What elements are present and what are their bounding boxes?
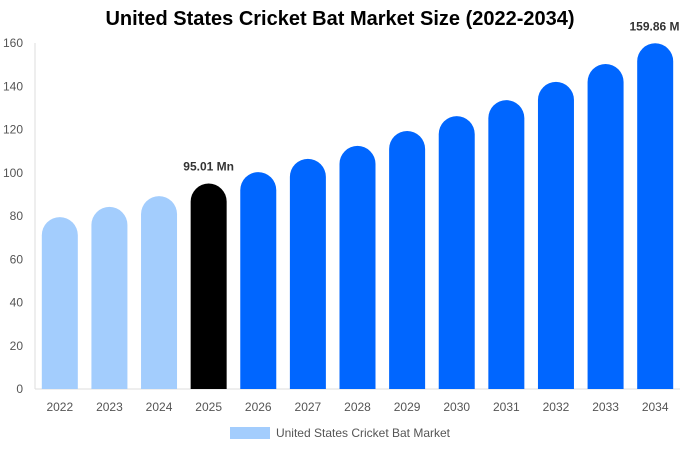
x-tick-label: 2030 (443, 400, 470, 414)
bar-2022 (41, 217, 78, 389)
x-tick-label: 2023 (96, 400, 123, 414)
bar-2023 (91, 206, 128, 389)
legend-label: United States Cricket Bat Market (275, 426, 451, 440)
x-tick-label: 2031 (493, 400, 520, 414)
x-tick-label: 2027 (295, 400, 322, 414)
bar-2028 (339, 145, 376, 389)
x-tick-label: 2028 (344, 400, 371, 414)
bar-2033 (587, 63, 624, 389)
y-tick-label: 160 (3, 36, 23, 50)
bar-2026 (240, 172, 277, 389)
legend-swatch (229, 427, 270, 439)
y-tick-label: 0 (16, 382, 23, 396)
bar-2030 (438, 116, 475, 390)
x-tick-label: 2033 (592, 400, 619, 414)
y-tick-label: 20 (10, 339, 24, 353)
bar-2025 (190, 183, 227, 389)
chart-title: United States Cricket Bat Market Size (2… (105, 8, 575, 30)
y-tick-label: 80 (10, 209, 24, 223)
legend: United States Cricket Bat Market (0, 426, 680, 440)
y-tick-label: 60 (10, 252, 24, 266)
data-label: 159.86 Mn (630, 19, 680, 33)
x-tick-label: 2025 (195, 400, 222, 414)
y-tick-label: 100 (3, 166, 23, 180)
bar-2027 (289, 158, 326, 389)
bar-2024 (141, 196, 178, 389)
y-tick-label: 140 (3, 79, 23, 93)
data-label: 95.01 Mn (183, 160, 234, 174)
y-tick-label: 120 (3, 123, 23, 137)
bar-2031 (488, 100, 525, 389)
bar-2032 (537, 81, 574, 390)
y-tick-label: 40 (10, 296, 24, 310)
bar-2029 (389, 131, 426, 390)
x-tick-label: 2032 (543, 400, 570, 414)
x-tick-label: 2034 (642, 400, 669, 414)
x-tick-label: 2022 (46, 400, 73, 414)
x-tick-label: 2026 (245, 400, 272, 414)
x-tick-label: 2024 (146, 400, 173, 414)
x-tick-label: 2029 (394, 400, 421, 414)
bar-2034 (637, 43, 674, 390)
